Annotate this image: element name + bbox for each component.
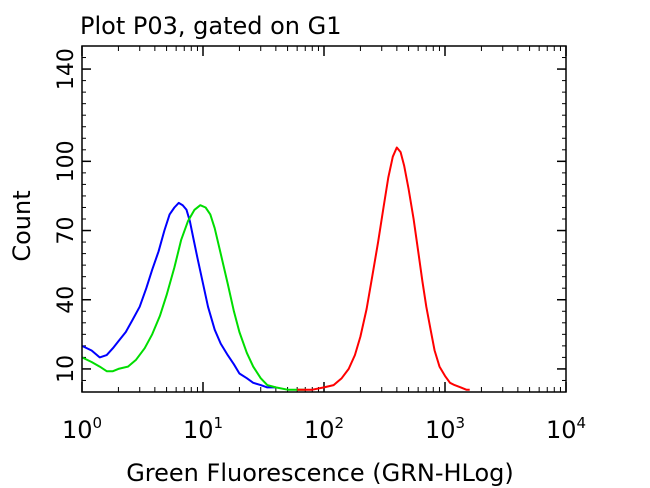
y-tick-label: 70 bbox=[54, 217, 79, 245]
series-line-2 bbox=[81, 204, 306, 391]
x-tick-label: 101 bbox=[183, 414, 223, 444]
y-tick-label: 100 bbox=[54, 140, 79, 182]
chart-title: Plot P03, gated on G1 bbox=[80, 12, 342, 40]
x-tick-label: 102 bbox=[304, 414, 344, 444]
x-tick-label: 103 bbox=[425, 414, 465, 444]
y-tick-label: 140 bbox=[54, 48, 79, 90]
y-tick-label: 10 bbox=[54, 355, 79, 383]
x-axis-ticks: 100 101 102 103 104 bbox=[62, 46, 586, 444]
y-axis-ticks: 10 40 70 100 140 bbox=[54, 48, 566, 383]
plot-frame bbox=[81, 45, 567, 393]
y-tick-label: 40 bbox=[54, 286, 79, 314]
x-tick-label: 100 bbox=[62, 414, 102, 444]
series-line-1 bbox=[81, 201, 276, 389]
x-axis-label: Green Fluorescence (GRN-HLog) bbox=[126, 459, 514, 487]
series-line-3 bbox=[297, 146, 470, 391]
x-tick-label: 104 bbox=[546, 414, 586, 444]
series-layer bbox=[81, 146, 470, 391]
y-axis-label: Count bbox=[8, 190, 36, 261]
